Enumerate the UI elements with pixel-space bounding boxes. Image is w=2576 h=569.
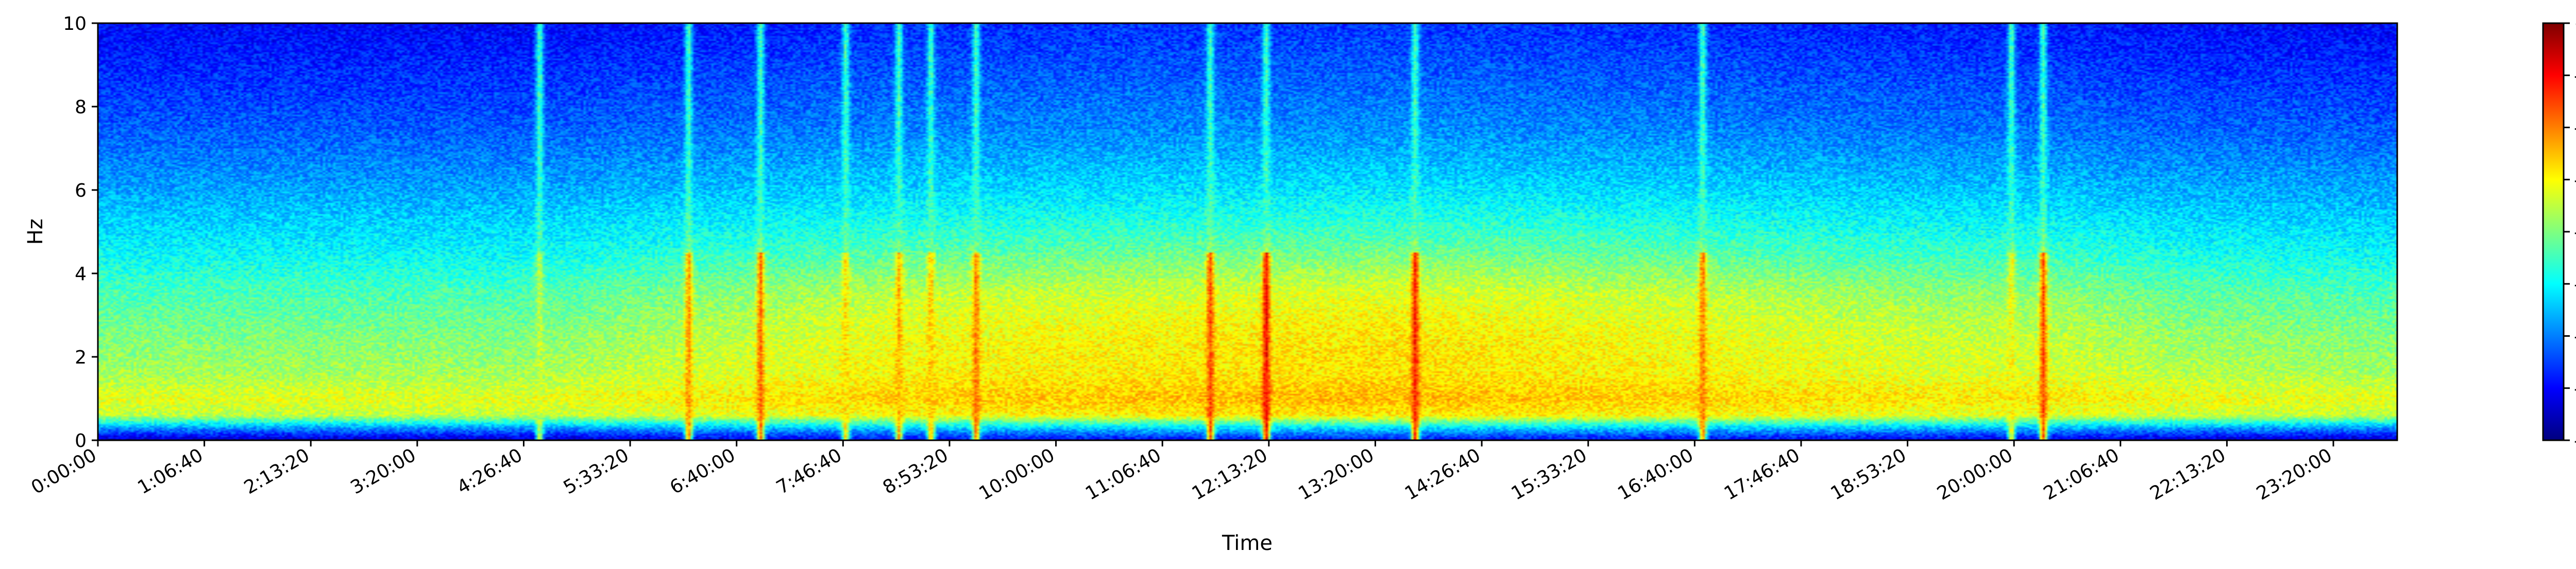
x-tick-label: 12:13:20 bbox=[1189, 444, 1272, 504]
plot-area bbox=[97, 22, 2398, 441]
x-tick-label: 2:13:20 bbox=[241, 444, 313, 498]
x-tick-label: 16:40:00 bbox=[1614, 444, 1697, 504]
y-axis: 0 2 4 6 8 10 bbox=[63, 13, 98, 452]
x-tick-label: 23:20:00 bbox=[2253, 444, 2336, 504]
x-tick-label: 8:53:20 bbox=[879, 444, 952, 498]
plot-frame bbox=[97, 22, 2398, 441]
y-tick-label: 10 bbox=[63, 13, 87, 35]
colorbar-tick-label: -50 dB bbox=[2574, 274, 2576, 295]
colorbar-bar bbox=[2542, 22, 2565, 441]
x-tick-label: 15:33:20 bbox=[1508, 444, 1591, 504]
x-tick-label: 4:26:40 bbox=[453, 444, 526, 498]
x-tick-label: 6:40:00 bbox=[667, 444, 739, 498]
colorbar-tick-label: -40 dB bbox=[2574, 222, 2576, 243]
x-tick-label: 7:46:40 bbox=[773, 444, 845, 498]
x-axis-label: Time bbox=[1222, 531, 1273, 555]
colorbar-tick-label: -70 dB bbox=[2574, 378, 2576, 400]
y-axis-label: Hz bbox=[24, 218, 47, 245]
colorbar-ticks: +0 dB -10 dB -20 dB -30 dB -40 dB -50 dB -60 d… bbox=[2564, 13, 2576, 452]
x-tick-label: 17:46:40 bbox=[1721, 444, 1804, 504]
y-tick-label: 8 bbox=[75, 97, 87, 118]
y-tick-label: 2 bbox=[75, 347, 87, 368]
x-tick-label: 22:13:20 bbox=[2146, 444, 2229, 504]
x-tick-label: 3:20:00 bbox=[347, 444, 420, 498]
x-tick-label: 11:06:40 bbox=[1082, 444, 1165, 504]
x-tick-label: 0:00:00 bbox=[28, 444, 100, 498]
colorbar-tick-label: +0 dB bbox=[2574, 13, 2576, 35]
colorbar: +0 dB -10 dB -20 dB -30 dB -40 dB -50 dB -60 d… bbox=[2542, 13, 2576, 452]
colorbar-tick-label: -60 dB bbox=[2574, 326, 2576, 348]
y-tick-label: 6 bbox=[75, 180, 87, 201]
x-axis: 0:00:00 1:06:40 2:13:20 3:20:00 4:26:40 5:33:… bbox=[28, 440, 2336, 505]
x-tick-label: 5:33:20 bbox=[560, 444, 633, 498]
colorbar-tick-label: -80 dB bbox=[2574, 430, 2576, 452]
spectrogram-heatmap bbox=[98, 23, 2397, 440]
colorbar-tick-label: -30 dB bbox=[2574, 170, 2576, 191]
x-tick-label: 10:00:00 bbox=[976, 444, 1059, 504]
x-tick-label: 14:26:40 bbox=[1401, 444, 1484, 504]
x-tick-label: 21:06:40 bbox=[2040, 444, 2123, 504]
x-tick-label: 1:06:40 bbox=[134, 444, 207, 498]
x-tick-label: 20:00:00 bbox=[1934, 444, 2016, 504]
colorbar-tick-label: -10 dB bbox=[2574, 65, 2576, 87]
x-tick-label: 18:53:20 bbox=[1827, 444, 1910, 504]
y-tick-label: 4 bbox=[75, 264, 87, 285]
colorbar-tick-label: -20 dB bbox=[2574, 118, 2576, 139]
x-tick-label: 13:20:00 bbox=[1295, 444, 1378, 504]
y-tick-label: 0 bbox=[75, 430, 87, 452]
